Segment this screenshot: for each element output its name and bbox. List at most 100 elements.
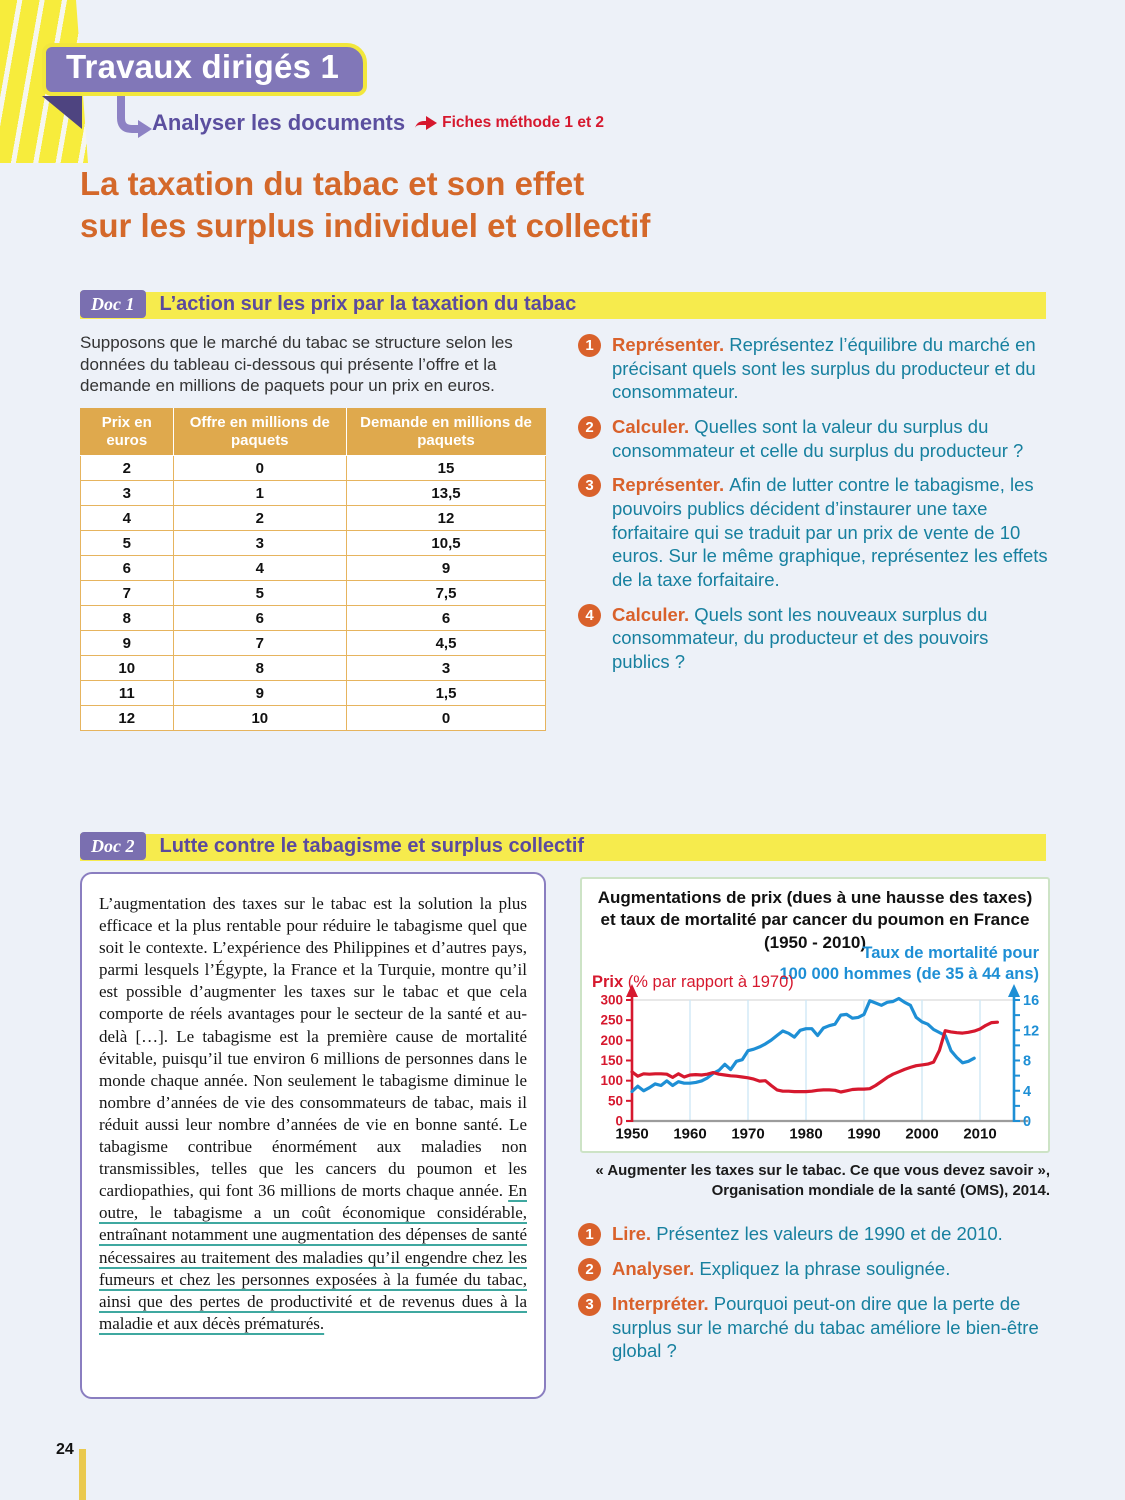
doc1-badge: Doc 1 bbox=[80, 290, 146, 318]
table-cell: 4,5 bbox=[346, 630, 546, 656]
question-number-badge: 3 bbox=[578, 474, 601, 498]
table-cell: 2 bbox=[80, 455, 174, 481]
left-axis-tick-label: 50 bbox=[608, 1093, 623, 1108]
right-axis-tick-label: 8 bbox=[1023, 1054, 1031, 1070]
doc1-intro-text: Supposons que le marché du tabac se stru… bbox=[80, 333, 513, 396]
table-cell: 10,5 bbox=[346, 530, 546, 556]
table-cell: 3 bbox=[172, 530, 348, 556]
table-cell: 1 bbox=[172, 480, 348, 506]
doc1-question-4: 4 Calculer. Quels sont les nouveaux surpl… bbox=[578, 603, 1048, 674]
subtitle-label: Analyser les documents bbox=[152, 110, 406, 135]
price-mortality-chart: 1950 1960 1970 1980 1990 2000 2010050100150200… bbox=[600, 984, 1039, 1143]
chart-title: Augmentations de prix (dues à une hausse… bbox=[582, 887, 1048, 954]
question-text: Analyser. Expliquez la phrase soulignée. bbox=[612, 1258, 951, 1279]
doc2-question-3: 3 Interpréter. Pourquoi peut-on dire que … bbox=[578, 1292, 1056, 1363]
method-ref-label: Fiches méthode 1 et 2 bbox=[442, 113, 605, 131]
right-axis-label-line2: 100 000 hommes (de 35 à 44 ans) bbox=[779, 965, 1039, 984]
question-verb: Lire. bbox=[612, 1223, 657, 1244]
table-cell: 7 bbox=[172, 630, 348, 656]
table-head: Prix en euros Offre en millions de paquet… bbox=[80, 408, 546, 456]
question-verb: Calculer. bbox=[612, 416, 695, 438]
question-text: Lire. Présentez les valeurs de 1990 et d… bbox=[612, 1223, 1003, 1244]
chart-title-line3: (1950 - 2010) bbox=[763, 932, 867, 952]
quote-box: L’augmentation des taxes sur le tabac es… bbox=[80, 872, 546, 1399]
table-cell: 13,5 bbox=[346, 480, 546, 506]
table-cell: 9 bbox=[346, 555, 546, 581]
table-cell: 7,5 bbox=[346, 580, 546, 606]
doc2-question-list: 1 Lire. Présentez les valeurs de 1990 et … bbox=[578, 1222, 1056, 1374]
left-axis-label-rest: (% par rapport à 1970) bbox=[623, 973, 794, 991]
doc1-question-3: 3 Représenter. Afin de lutter contre le t… bbox=[578, 473, 1048, 591]
question-text: Représenter. Afin de lutter contre le ta… bbox=[612, 474, 1048, 591]
doc1-question-2: 2 Calculer. Quelles sont la valeur du sur… bbox=[578, 415, 1048, 462]
table-row: 4 2 12 bbox=[80, 505, 546, 531]
doc2-header-bar: Doc 2 Lutte contre le tabagisme et surpl… bbox=[80, 832, 1046, 861]
right-axis-label-line1: Taux de mortalité pour bbox=[862, 944, 1039, 962]
right-axis-tick-label: 0 bbox=[1023, 1114, 1031, 1130]
question-verb: Calculer. bbox=[612, 603, 695, 625]
table-cell: 10 bbox=[172, 705, 348, 731]
table-cell: 12 bbox=[80, 705, 174, 731]
supply-demand-table: Prix en euros Offre en millions de paquet… bbox=[80, 408, 546, 731]
table-header-cell: Demande en millions de paquets bbox=[346, 408, 546, 456]
question-number-badge: 1 bbox=[578, 334, 601, 357]
curved-arrow-icon bbox=[117, 96, 152, 138]
table-row: 9 7 4,5 bbox=[80, 630, 546, 656]
table-cell: 10 bbox=[80, 655, 174, 681]
method-arrow-icon bbox=[415, 116, 438, 130]
right-axis-tick-label: 4 bbox=[1023, 1084, 1031, 1100]
chapter-header-title: Travaux dirigés 1 bbox=[66, 48, 340, 85]
table-cell: 9 bbox=[80, 630, 174, 656]
table-cell: 0 bbox=[172, 455, 348, 481]
doc1-header-bar: Doc 1 L’action sur les prix par la taxat… bbox=[80, 290, 1046, 319]
question-number-badge: 3 bbox=[578, 1293, 601, 1316]
left-axis-tick-label: 100 bbox=[600, 1073, 623, 1088]
subtitle-row: Analyser les documents Fiches méthode 1 … bbox=[152, 110, 604, 136]
right-axis-arrow bbox=[1008, 984, 1020, 997]
chart-source-line2: Organisation mondiale de la santé (OMS),… bbox=[711, 1181, 1050, 1199]
doc2-title: Lutte contre le tabagisme et surplus col… bbox=[159, 835, 585, 857]
table-row: 5 3 10,5 bbox=[80, 530, 546, 556]
quote-text-underlined: En outre, le tabagisme a un coût économi… bbox=[99, 1181, 527, 1333]
left-axis-tick-label: 200 bbox=[600, 1033, 623, 1048]
question-verb: Analyser. bbox=[612, 1258, 700, 1279]
table-cell: 0 bbox=[346, 705, 546, 731]
doc2-badge: Doc 2 bbox=[80, 832, 146, 860]
table-row: 10 8 3 bbox=[80, 655, 546, 681]
left-axis-tick-label: 0 bbox=[615, 1114, 623, 1129]
left-axis-arrow bbox=[626, 984, 638, 997]
table-cell: 1,5 bbox=[346, 680, 546, 706]
chart-panel: Augmentations de prix (dues à une hausse… bbox=[580, 877, 1050, 1153]
left-axis-label-bold: Prix bbox=[592, 973, 624, 991]
doc2-question-2: 2 Analyser. Expliquez la phrase soulignée… bbox=[578, 1257, 1056, 1281]
question-number-badge: 2 bbox=[578, 416, 601, 440]
question-text: Calculer. Quelles sont la valeur du surp… bbox=[612, 416, 1024, 461]
question-number-badge: 2 bbox=[578, 1258, 601, 1281]
table-cell: 9 bbox=[172, 680, 348, 706]
x-axis-tick-label: 2010 bbox=[963, 1126, 996, 1143]
table-cell: 7 bbox=[80, 580, 174, 606]
table-cell: 12 bbox=[346, 505, 546, 531]
table-row: 12 10 0 bbox=[80, 705, 546, 731]
chart-source-line1: « Augmenter les taxes sur le tabac. Ce q… bbox=[595, 1162, 1050, 1179]
table-cell: 3 bbox=[346, 655, 546, 681]
table-row: 2 0 15 bbox=[80, 455, 546, 481]
question-verb: Représenter. bbox=[612, 474, 730, 496]
table-cell: 6 bbox=[80, 555, 174, 581]
table-body: 2 0 15 3 1 13,5 4 2 12 5 3 10,5 6 4 9 7 5 7,5 8 6 6 9 7 4,5 10 8 3… bbox=[80, 455, 546, 731]
left-axis-tick-label: 250 bbox=[600, 1013, 623, 1028]
x-axis-tick-label: 1950 bbox=[615, 1126, 648, 1143]
table-cell: 4 bbox=[172, 555, 348, 581]
x-axis-tick-label: 1970 bbox=[731, 1126, 764, 1143]
table-cell: 3 bbox=[80, 480, 174, 506]
left-axis-tick-label: 300 bbox=[600, 993, 623, 1008]
x-axis-tick-label: 1990 bbox=[847, 1126, 880, 1143]
chart-source: « Augmenter les taxes sur le tabac. Ce q… bbox=[580, 1161, 1050, 1201]
table-cell: 15 bbox=[346, 455, 546, 481]
page-number: 24 bbox=[56, 1441, 74, 1458]
page-title-line1: La taxation du tabac et son effet bbox=[80, 165, 585, 202]
price-line bbox=[630, 1020, 999, 1094]
